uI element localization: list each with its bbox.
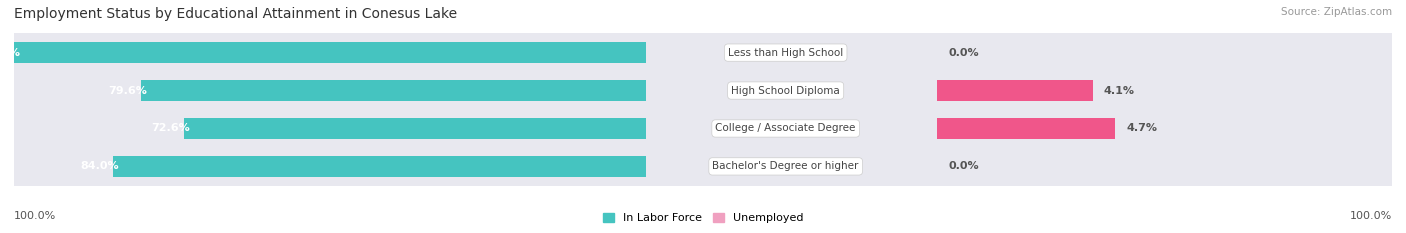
Text: 100.0%: 100.0%: [0, 48, 20, 58]
Text: 79.6%: 79.6%: [108, 86, 146, 96]
Text: Bachelor's Degree or higher: Bachelor's Degree or higher: [713, 161, 859, 171]
Text: College / Associate Degree: College / Associate Degree: [716, 123, 856, 134]
Bar: [634, 118, 647, 139]
Bar: [634, 71, 938, 110]
Bar: [938, 109, 1406, 148]
Bar: [141, 80, 634, 101]
Bar: [938, 147, 1406, 186]
Text: Less than High School: Less than High School: [728, 48, 844, 58]
Bar: [114, 156, 634, 177]
Bar: [938, 118, 1115, 139]
Bar: [14, 33, 634, 72]
Bar: [938, 33, 1406, 72]
Text: 0.0%: 0.0%: [949, 161, 979, 171]
Bar: [634, 109, 938, 148]
Bar: [634, 33, 938, 72]
Text: 0.0%: 0.0%: [949, 48, 979, 58]
Bar: [634, 147, 938, 186]
Bar: [938, 80, 1092, 101]
Bar: [634, 156, 647, 177]
Text: Source: ZipAtlas.com: Source: ZipAtlas.com: [1281, 7, 1392, 17]
Bar: [938, 71, 1406, 110]
Bar: [184, 118, 634, 139]
Bar: [14, 42, 634, 63]
Text: 4.1%: 4.1%: [1104, 86, 1135, 96]
Text: 4.7%: 4.7%: [1126, 123, 1157, 134]
Bar: [634, 42, 647, 63]
Text: High School Diploma: High School Diploma: [731, 86, 839, 96]
Bar: [634, 80, 647, 101]
Bar: [14, 109, 634, 148]
Text: 100.0%: 100.0%: [14, 211, 56, 221]
Legend: In Labor Force, Unemployed: In Labor Force, Unemployed: [598, 208, 808, 227]
Text: 100.0%: 100.0%: [1350, 211, 1392, 221]
Bar: [14, 147, 634, 186]
Text: 84.0%: 84.0%: [80, 161, 120, 171]
Bar: [14, 71, 634, 110]
Text: 72.6%: 72.6%: [152, 123, 190, 134]
Text: Employment Status by Educational Attainment in Conesus Lake: Employment Status by Educational Attainm…: [14, 7, 457, 21]
